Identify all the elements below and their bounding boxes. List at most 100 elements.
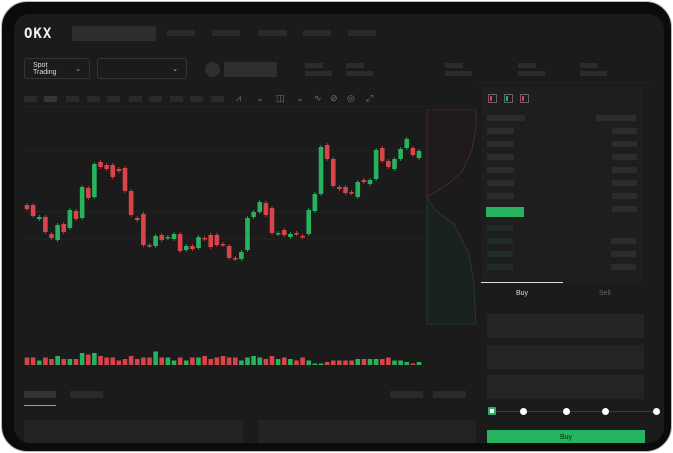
indicator-icon[interactable]: ⌄ — [256, 93, 264, 103]
volume-bar — [312, 363, 318, 365]
camera-icon[interactable]: ⊘ — [330, 93, 338, 103]
candle-body — [386, 161, 391, 167]
ask-amount — [612, 180, 637, 186]
orderbook-sell-icon[interactable] — [520, 94, 529, 103]
volume-bar — [147, 357, 152, 365]
timeframe-button[interactable] — [24, 96, 37, 102]
stat-label — [305, 63, 323, 68]
fullscreen-icon[interactable]: ⤢ — [366, 93, 374, 103]
timeframe-button[interactable] — [190, 96, 203, 102]
ask-amount — [612, 193, 637, 199]
app-screen: OKX Spot Trading ⌄ ⌄ Buy Sell Buy ⩘ ⌄ ◫ ⌄ ∿ ⊘ ◎… — [14, 14, 664, 443]
candle-body — [404, 139, 410, 148]
timeframe-button[interactable] — [107, 96, 120, 102]
stat-label — [580, 63, 598, 68]
slider-step[interactable] — [602, 408, 609, 415]
volume-bar — [263, 359, 269, 365]
candle-body — [392, 159, 397, 169]
depth-bids — [426, 195, 477, 325]
timeframe-button[interactable] — [211, 96, 224, 102]
volume-bar — [43, 357, 48, 365]
ask-amount — [612, 128, 637, 134]
candlestick-chart[interactable] — [14, 14, 664, 443]
candle-body — [98, 162, 103, 167]
ask-amount — [612, 154, 637, 160]
candle-body — [85, 188, 91, 198]
candle-body — [43, 217, 48, 232]
volume-bar — [79, 353, 85, 365]
nav-item[interactable] — [303, 30, 331, 36]
orderbook-both-icon[interactable] — [488, 94, 497, 103]
slider-step[interactable] — [563, 408, 570, 415]
market-type-label: Spot Trading — [33, 61, 57, 76]
amount-input[interactable] — [487, 345, 644, 369]
timeframe-button[interactable] — [87, 96, 100, 102]
candle-body — [263, 203, 269, 215]
volume-bar — [190, 357, 195, 365]
volume-bar — [373, 359, 379, 365]
tab-sell[interactable]: Sell — [599, 290, 611, 297]
slider-step[interactable] — [653, 408, 660, 415]
divider — [24, 106, 424, 107]
bottom-tab-active[interactable] — [24, 391, 56, 398]
volume-bar — [306, 360, 312, 365]
tab-buy[interactable]: Buy — [516, 290, 529, 297]
ask-price — [487, 167, 514, 173]
ask-amount — [612, 167, 637, 173]
volume-bar — [134, 359, 140, 365]
ask-price — [487, 180, 514, 186]
candle-body — [410, 148, 416, 155]
ask-price — [487, 154, 514, 160]
bottom-action[interactable] — [433, 391, 466, 398]
candle-body — [190, 246, 195, 249]
volume-bar — [410, 363, 416, 365]
indicator-icon[interactable]: ◫ — [276, 93, 285, 103]
timeframe-button[interactable] — [149, 96, 162, 102]
line-icon[interactable]: ⌄ — [296, 93, 304, 103]
timeframe-button[interactable] — [44, 96, 57, 102]
slider-track[interactable] — [492, 411, 660, 412]
volume-bar — [404, 362, 410, 365]
volume-bar — [49, 359, 54, 365]
volume-bar — [159, 357, 165, 365]
nav-item[interactable] — [167, 30, 195, 36]
candle-body — [73, 211, 79, 219]
search-bar[interactable] — [72, 26, 156, 41]
stat-value — [445, 71, 472, 76]
candle-body — [239, 252, 244, 259]
pair-dropdown[interactable]: ⌄ — [97, 58, 187, 79]
candle-body — [355, 182, 361, 197]
nav-item[interactable] — [258, 30, 287, 36]
candle-body — [343, 187, 348, 193]
ruler-icon[interactable]: ∿ — [314, 93, 322, 103]
volume-bar — [361, 359, 367, 365]
total-input[interactable] — [487, 375, 644, 399]
nav-item[interactable] — [348, 30, 376, 36]
volume-bar — [300, 357, 305, 365]
candle-body — [416, 151, 422, 158]
indicator-icon[interactable]: ⩘ — [236, 93, 242, 103]
volume-bar — [294, 360, 299, 365]
candle-body — [61, 224, 67, 232]
bottom-action[interactable] — [390, 391, 423, 398]
candle-body — [288, 234, 293, 237]
market-type-dropdown[interactable]: Spot Trading ⌄ — [24, 58, 90, 79]
volume-bar — [275, 359, 281, 365]
volume-bar — [214, 357, 220, 365]
candle-body — [398, 149, 403, 159]
slider-handle[interactable] — [488, 407, 496, 415]
volume-bar — [24, 357, 30, 365]
timeframe-button[interactable] — [170, 96, 183, 102]
candle-body — [92, 164, 97, 197]
timeframe-button[interactable] — [66, 96, 79, 102]
volume-bar — [386, 357, 391, 365]
timeframe-button[interactable] — [129, 96, 142, 102]
candle-body — [337, 187, 342, 189]
price-input[interactable] — [487, 314, 644, 338]
bottom-tab[interactable] — [70, 391, 103, 398]
buy-button[interactable]: Buy — [487, 430, 645, 443]
nav-item[interactable] — [212, 30, 240, 36]
orderbook-buy-icon[interactable] — [504, 94, 513, 103]
slider-step[interactable] — [520, 408, 527, 415]
settings-icon[interactable]: ◎ — [347, 93, 355, 103]
